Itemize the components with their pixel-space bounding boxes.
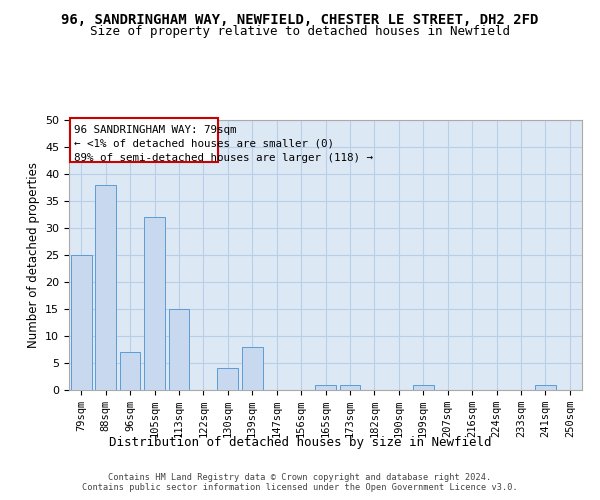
Text: 96, SANDRINGHAM WAY, NEWFIELD, CHESTER LE STREET, DH2 2FD: 96, SANDRINGHAM WAY, NEWFIELD, CHESTER L… [61, 12, 539, 26]
Text: ← <1% of detached houses are smaller (0): ← <1% of detached houses are smaller (0) [74, 139, 334, 149]
Bar [71, 255, 92, 390]
Text: Contains HM Land Registry data © Crown copyright and database right 2024.
Contai: Contains HM Land Registry data © Crown c… [82, 473, 518, 492]
Text: 96 SANDRINGHAM WAY: 79sqm: 96 SANDRINGHAM WAY: 79sqm [74, 125, 236, 135]
Bar [70, 118, 218, 162]
Bar [217, 368, 238, 390]
Bar [169, 309, 190, 390]
Text: 89% of semi-detached houses are larger (118) →: 89% of semi-detached houses are larger (… [74, 153, 373, 163]
Bar [535, 384, 556, 390]
Text: Size of property relative to detached houses in Newfield: Size of property relative to detached ho… [90, 25, 510, 38]
Text: Distribution of detached houses by size in Newfield: Distribution of detached houses by size … [109, 436, 491, 449]
Bar [144, 217, 165, 390]
Bar [315, 384, 336, 390]
Y-axis label: Number of detached properties: Number of detached properties [26, 162, 40, 348]
Bar [119, 352, 140, 390]
Bar [413, 384, 434, 390]
Bar [242, 347, 263, 390]
Bar [340, 384, 361, 390]
Bar [95, 185, 116, 390]
